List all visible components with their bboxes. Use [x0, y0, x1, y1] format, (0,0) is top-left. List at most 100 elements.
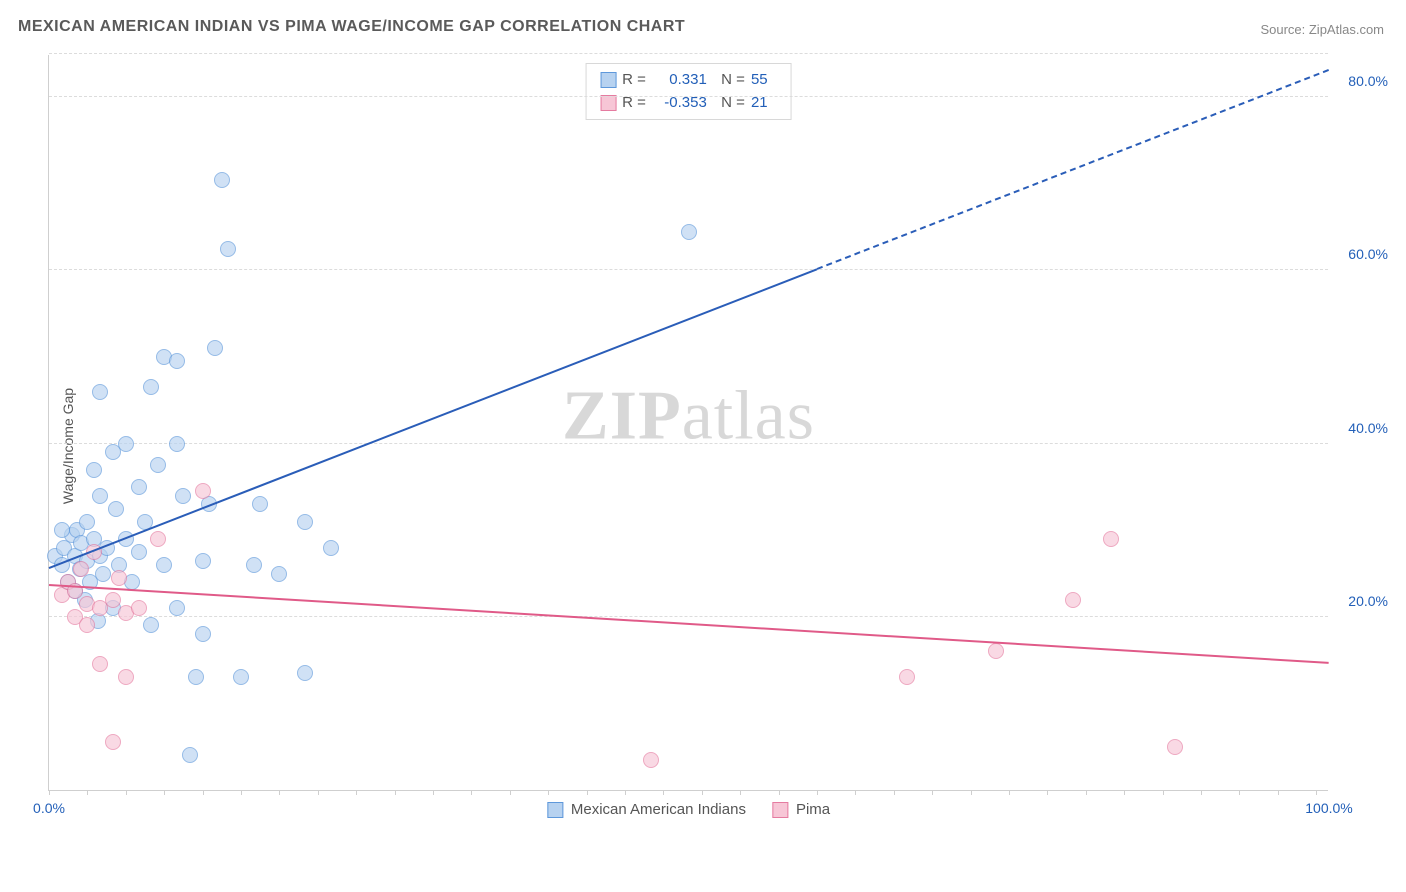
- trend-line: [817, 69, 1330, 270]
- series-legend: Mexican American Indians Pima: [547, 801, 830, 818]
- x-tick-mark: [203, 790, 204, 795]
- legend-label: Mexican American Indians: [571, 801, 746, 818]
- x-tick-mark: [49, 790, 50, 795]
- data-point: [143, 379, 159, 395]
- data-point: [169, 600, 185, 616]
- x-tick-mark: [241, 790, 242, 795]
- data-point: [1167, 739, 1183, 755]
- data-point: [118, 436, 134, 452]
- data-point: [643, 752, 659, 768]
- x-tick-mark: [510, 790, 511, 795]
- x-tick-mark: [548, 790, 549, 795]
- r-value: -0.353: [652, 92, 707, 115]
- x-tick-mark: [702, 790, 703, 795]
- x-tick-mark: [1086, 790, 1087, 795]
- legend-item: Mexican American Indians: [547, 801, 746, 818]
- data-point: [108, 501, 124, 517]
- x-tick-mark: [164, 790, 165, 795]
- x-tick-mark: [87, 790, 88, 795]
- y-tick-label: 60.0%: [1348, 246, 1388, 262]
- data-point: [214, 172, 230, 188]
- data-point: [323, 540, 339, 556]
- data-point: [271, 566, 287, 582]
- data-point: [156, 557, 172, 573]
- x-tick-mark: [1047, 790, 1048, 795]
- gridline: [49, 443, 1328, 444]
- x-tick-mark: [1124, 790, 1125, 795]
- r-label: R =: [622, 92, 646, 115]
- data-point: [1065, 592, 1081, 608]
- correlation-row: R =0.331 N =55: [600, 69, 777, 92]
- x-tick-mark: [471, 790, 472, 795]
- n-value: 21: [751, 92, 777, 115]
- x-tick-mark: [932, 790, 933, 795]
- data-point: [195, 626, 211, 642]
- r-value: 0.331: [652, 69, 707, 92]
- r-label: R =: [622, 69, 646, 92]
- data-point: [131, 479, 147, 495]
- data-point: [188, 669, 204, 685]
- data-point: [118, 669, 134, 685]
- data-point: [252, 496, 268, 512]
- y-tick-label: 40.0%: [1348, 420, 1388, 436]
- data-point: [195, 483, 211, 499]
- data-point: [92, 384, 108, 400]
- data-point: [681, 224, 697, 240]
- data-point: [95, 566, 111, 582]
- data-point: [54, 522, 70, 538]
- legend-label: Pima: [796, 801, 830, 818]
- n-value: 55: [751, 69, 777, 92]
- x-tick-mark: [356, 790, 357, 795]
- data-point: [988, 643, 1004, 659]
- gridline: [49, 96, 1328, 97]
- x-tick-mark: [971, 790, 972, 795]
- data-point: [105, 734, 121, 750]
- gridline: [49, 616, 1328, 617]
- data-point: [73, 561, 89, 577]
- x-tick-mark: [587, 790, 588, 795]
- x-tick-mark: [894, 790, 895, 795]
- x-tick-mark: [740, 790, 741, 795]
- x-tick-mark: [395, 790, 396, 795]
- data-point: [150, 531, 166, 547]
- data-point: [131, 600, 147, 616]
- x-tick-mark: [779, 790, 780, 795]
- gridline: [49, 269, 1328, 270]
- data-point: [195, 553, 211, 569]
- x-tick-mark: [855, 790, 856, 795]
- x-tick-label: 100.0%: [1305, 800, 1352, 816]
- x-tick-mark: [1163, 790, 1164, 795]
- x-tick-mark: [625, 790, 626, 795]
- x-tick-mark: [663, 790, 664, 795]
- legend-item: Pima: [772, 801, 830, 818]
- data-point: [143, 617, 159, 633]
- x-tick-mark: [1239, 790, 1240, 795]
- legend-swatch: [600, 72, 616, 88]
- x-tick-mark: [279, 790, 280, 795]
- data-point: [111, 570, 127, 586]
- legend-swatch: [772, 802, 788, 818]
- data-point: [233, 669, 249, 685]
- watermark: ZIPatlas: [562, 376, 815, 456]
- legend-swatch: [547, 802, 563, 818]
- correlation-legend: R =0.331 N =55R =-0.353 N =21: [585, 63, 792, 120]
- data-point: [150, 457, 166, 473]
- data-point: [246, 557, 262, 573]
- data-point: [1103, 531, 1119, 547]
- correlation-row: R =-0.353 N =21: [600, 92, 777, 115]
- source-attribution: Source: ZipAtlas.com: [1260, 22, 1384, 37]
- data-point: [297, 665, 313, 681]
- x-tick-mark: [1009, 790, 1010, 795]
- data-point: [79, 617, 95, 633]
- data-point: [169, 353, 185, 369]
- scatter-chart: ZIPatlas R =0.331 N =55R =-0.353 N =21 M…: [48, 55, 1328, 791]
- trend-line: [49, 268, 818, 569]
- data-point: [175, 488, 191, 504]
- data-point: [86, 462, 102, 478]
- x-tick-mark: [817, 790, 818, 795]
- data-point: [182, 747, 198, 763]
- x-tick-mark: [433, 790, 434, 795]
- x-tick-mark: [318, 790, 319, 795]
- x-tick-mark: [1201, 790, 1202, 795]
- chart-title: MEXICAN AMERICAN INDIAN VS PIMA WAGE/INC…: [18, 18, 685, 36]
